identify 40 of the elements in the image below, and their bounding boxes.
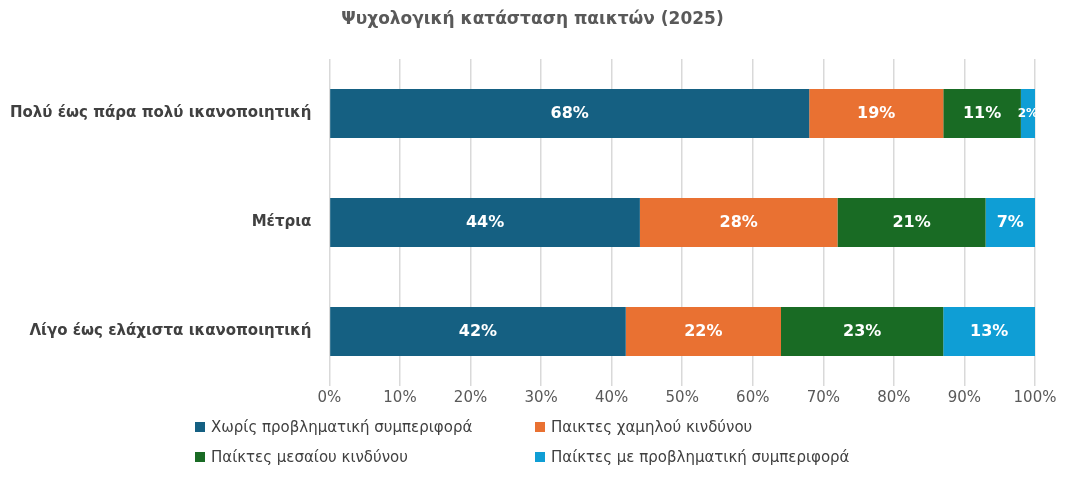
data-label: 28% xyxy=(719,211,758,231)
x-tick-label: 70% xyxy=(806,387,840,406)
x-tick-label: 60% xyxy=(736,387,770,406)
bar xyxy=(330,306,626,357)
x-tick-label: 20% xyxy=(453,387,488,406)
data-label: 13% xyxy=(969,320,1009,340)
x-tick-label: 80% xyxy=(877,387,911,406)
data-label: 7% xyxy=(996,211,1024,231)
x-tick-label: 0% xyxy=(317,387,342,406)
bar xyxy=(780,306,944,357)
data-label: 42% xyxy=(458,320,498,340)
data-label: 21% xyxy=(892,211,931,231)
legend-label: Παίκτες με προβληματική συμπεριφορά xyxy=(551,448,850,466)
y-tick-label: Μέτρια xyxy=(251,212,312,231)
bar xyxy=(809,88,944,139)
bar xyxy=(330,197,640,248)
bar xyxy=(625,306,781,357)
x-tick-label: 90% xyxy=(947,387,982,406)
chart-title: Ψυχολογική κατάσταση παικτών (2025) xyxy=(340,8,725,28)
data-label: 23% xyxy=(842,320,882,340)
x-tick-label: 50% xyxy=(665,387,699,406)
x-tick-label: 40% xyxy=(594,387,629,406)
x-tick-label: 10% xyxy=(383,387,417,406)
legend-label: Παίκτες μεσαίου κινδύνου xyxy=(211,448,408,466)
data-label: 19% xyxy=(857,102,896,122)
x-tick-label: 30% xyxy=(524,387,558,406)
bar xyxy=(943,306,1035,357)
legend-label: Παικτες χαμηλού κινδύνου xyxy=(551,418,753,436)
bar xyxy=(837,197,986,248)
legend-label: Χωρίς προβληματική συμπεριφορά xyxy=(211,418,473,436)
data-label: 11% xyxy=(962,102,1002,122)
x-tick-label: 100% xyxy=(1013,387,1057,406)
data-label: 68% xyxy=(550,102,589,122)
data-label: 44% xyxy=(465,211,505,231)
bar xyxy=(330,88,810,139)
bar xyxy=(639,197,838,248)
data-label: 22% xyxy=(684,320,723,340)
y-tick-label: Πολύ έως πάρα πολύ ικανοποιητική xyxy=(9,103,312,122)
y-tick-label: Λίγο έως ελάχιστα ικανοποιητική xyxy=(29,321,312,340)
bar xyxy=(985,197,1035,248)
